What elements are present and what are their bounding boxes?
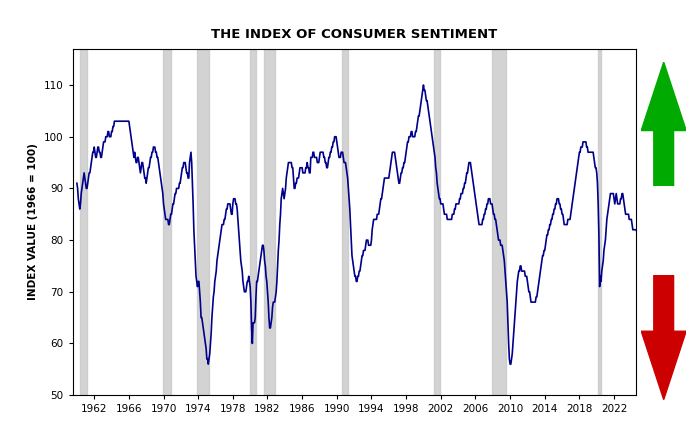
Bar [250,49,256,395]
Bar [264,49,275,395]
Bar [198,49,209,395]
Bar [80,49,87,395]
Polygon shape [641,275,686,400]
Bar [434,49,440,395]
Title: THE INDEX OF CONSUMER SENTIMENT: THE INDEX OF CONSUMER SENTIMENT [211,28,498,41]
Y-axis label: INDEX VALUE (1966 = 100): INDEX VALUE (1966 = 100) [28,143,38,301]
Bar [492,49,506,395]
Bar [342,49,348,395]
Bar [598,49,601,395]
Bar [162,49,171,395]
Polygon shape [641,62,686,186]
